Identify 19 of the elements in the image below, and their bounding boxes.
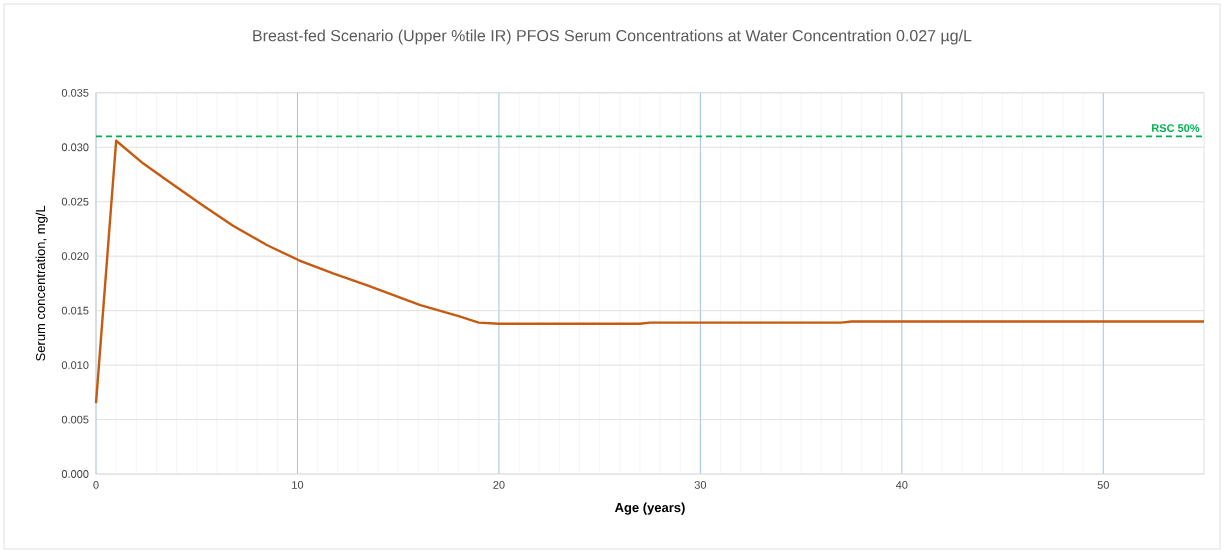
- y-tick-label: 0.035: [61, 88, 89, 97]
- x-tick-label: 40: [895, 481, 908, 489]
- x-tick-label: 20: [493, 481, 505, 489]
- x-tick-label: 10: [292, 481, 304, 489]
- chart-title: Breast-fed Scenario (Upper %tile IR) PFOS Serum Concentrations at Water Concentration 0.027 µg/L: [253, 29, 972, 45]
- y-tick-label: 0.000: [61, 470, 89, 478]
- line-series: [94, 139, 1206, 405]
- y-tick-label: 0.030: [61, 143, 89, 152]
- x-tick-label: 30: [694, 481, 707, 489]
- y-tick-label: 0.015: [61, 306, 89, 315]
- y-tick-label: 0.010: [61, 361, 89, 369]
- y-tick-label: 0.025: [61, 197, 89, 206]
- x-axis-title: Age (years): [614, 502, 685, 515]
- x-tick-label: 0: [93, 481, 99, 489]
- y-axis-title: Serum concentration, mg/L: [35, 205, 48, 361]
- y-tick-label: 0.020: [61, 252, 89, 261]
- y-tick-label: 0.005: [61, 415, 89, 424]
- x-tick-label: 50: [1097, 481, 1109, 489]
- ref-line-label: RSC 50%: [1152, 124, 1200, 132]
